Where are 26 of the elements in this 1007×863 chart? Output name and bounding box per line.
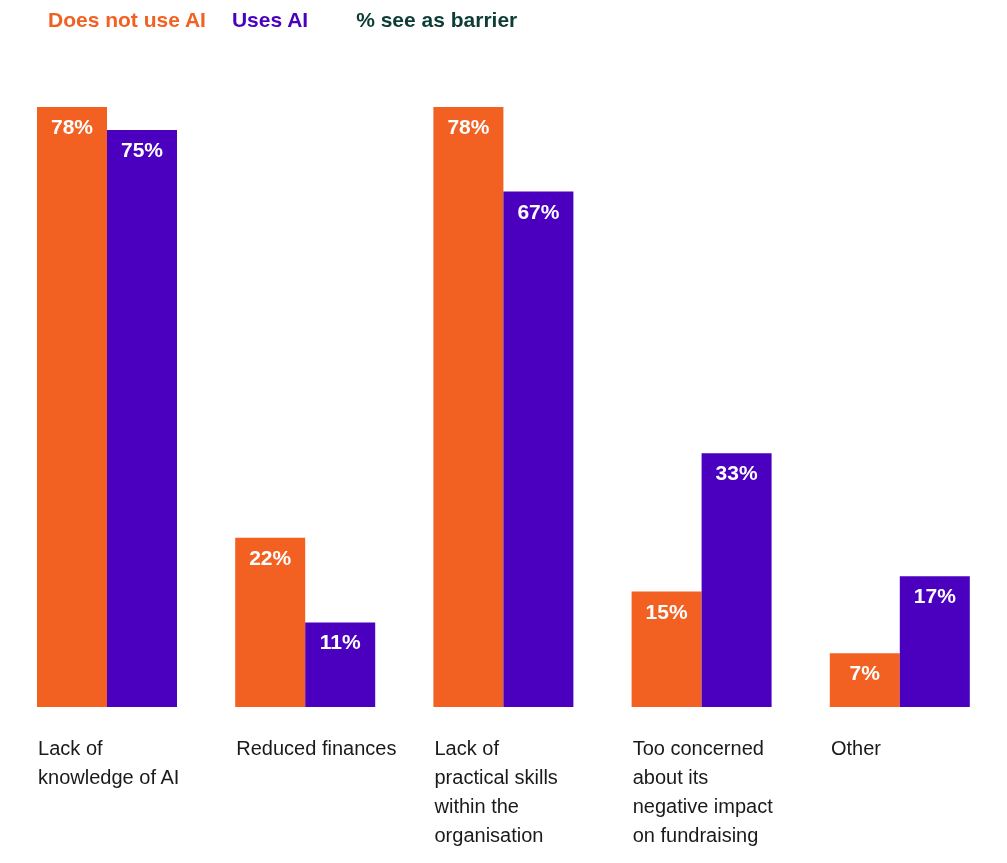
- bar: [433, 107, 504, 707]
- x-tick-label: Other: [830, 737, 882, 759]
- bar: [829, 653, 900, 707]
- data-label: 22%: [249, 545, 292, 569]
- data-label: 17%: [913, 584, 957, 608]
- bar: [631, 591, 702, 707]
- x-tick-label: Too concerned about its negative impact on fundraising: [632, 737, 774, 846]
- bar: [107, 130, 177, 707]
- data-label: 7%: [849, 661, 881, 685]
- bar: [899, 576, 970, 707]
- bar: [701, 453, 772, 707]
- bar: [305, 622, 376, 707]
- data-label: 67%: [517, 199, 560, 223]
- bar: [37, 107, 107, 707]
- x-tick-label: Lack of practical skills within the organisation: [433, 737, 558, 846]
- bar: [503, 191, 574, 707]
- data-label: 78%: [447, 114, 490, 138]
- data-label: 78%: [50, 114, 94, 138]
- x-tick-label: Reduced finances: [236, 737, 397, 759]
- bar: [235, 537, 306, 707]
- x-tick-label: Lack of knowledge of AI: [38, 737, 180, 788]
- legend: Does not use AI Uses AI % see as barrier: [48, 8, 518, 32]
- data-label: 33%: [715, 461, 758, 485]
- data-label: 15%: [645, 599, 688, 623]
- data-label: 75%: [120, 137, 164, 161]
- data-label: 11%: [319, 630, 361, 654]
